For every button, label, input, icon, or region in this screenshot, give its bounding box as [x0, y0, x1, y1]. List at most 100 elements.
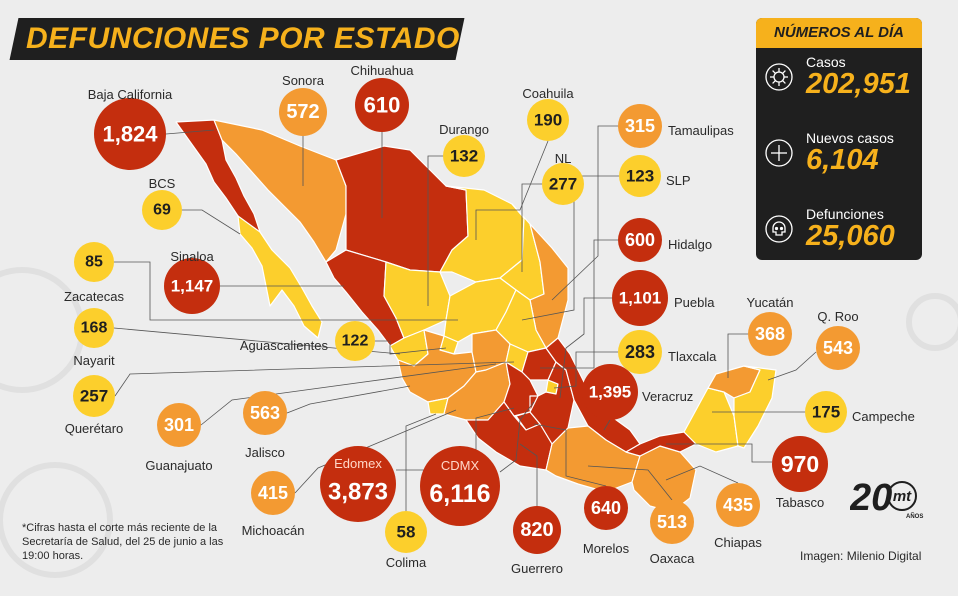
state-name-morelos: Morelos — [583, 541, 630, 556]
leader-durango — [427, 155, 444, 306]
bubble-group-campeche: 175 Campeche — [805, 391, 915, 433]
value-label-bcs: 69 — [153, 202, 171, 219]
state-name-jalisco: Jalisco — [245, 445, 285, 460]
bubble-michoacan — [251, 471, 295, 515]
bubble-colima — [385, 511, 427, 553]
state-name-coahuila: Coahuila — [522, 86, 574, 101]
state-name-oaxaca: Oaxaca — [650, 551, 696, 566]
value-label-chihuahua: 610 — [364, 93, 401, 118]
value-label-queretaro: 257 — [80, 387, 108, 406]
bubble-group-cdmx: 6,116 CDMX — [420, 446, 500, 526]
bubble-group-nl: 277 NL — [542, 151, 584, 205]
bubble-yucatan — [748, 312, 792, 356]
value-label-guerrero: 820 — [520, 519, 553, 541]
leader-cdmx — [499, 401, 535, 473]
value-label-chiapas: 435 — [723, 495, 753, 515]
state-name-tabasco: Tabasco — [776, 495, 824, 510]
bubble-group-baja-california: 1,824 Baja California — [88, 87, 173, 170]
leader-hidalgo — [540, 239, 618, 369]
bubble-puebla — [612, 270, 668, 326]
leader-q-roo — [767, 351, 817, 381]
state-name-cdmx: CDMX — [441, 458, 480, 473]
leader-nl — [521, 183, 542, 272]
bubble-group-coahuila: 190 Coahuila — [522, 86, 574, 141]
bubble-campeche — [805, 391, 847, 433]
state-name-michoacan: Michoacán — [242, 523, 305, 538]
leader-michoacan — [294, 409, 457, 494]
bubble-group-tabasco: 970 Tabasco — [772, 436, 828, 510]
bubble-group-queretaro: 257 Querétaro — [65, 375, 123, 436]
state-name-q-roo: Q. Roo — [817, 309, 858, 324]
summary-panel — [756, 18, 922, 260]
map-state-bcs — [237, 215, 323, 339]
leader-bcs — [182, 209, 241, 235]
bubble-group-bcs: 69 BCS — [142, 176, 182, 230]
value-label-jalisco: 563 — [250, 403, 280, 423]
bubble-jalisco — [243, 391, 287, 435]
bubble-group-oaxaca: 513 Oaxaca — [650, 500, 696, 566]
bubble-group-durango: 132 Durango — [439, 122, 489, 177]
stat-value-nuevos: 6,104 — [806, 144, 879, 176]
state-name-guerrero: Guerrero — [511, 561, 563, 576]
image-credit: Imagen: Milenio Digital — [800, 549, 922, 563]
stat-label-nuevos: Nuevos casos — [806, 130, 894, 146]
value-label-aguascalientes: 122 — [342, 333, 369, 350]
state-name-campeche: Campeche — [852, 409, 915, 424]
value-label-q-roo: 543 — [823, 338, 853, 358]
plus-icon — [765, 139, 793, 167]
state-name-puebla: Puebla — [674, 295, 715, 310]
bubble-chiapas — [716, 483, 760, 527]
leader-colima — [405, 413, 437, 511]
bubble-sonora — [279, 88, 327, 136]
bubble-guerrero — [513, 506, 561, 554]
bubble-morelos — [584, 486, 628, 530]
bubble-group-puebla: 1,101 Puebla — [612, 270, 715, 326]
value-label-tabasco: 970 — [781, 451, 819, 477]
bubble-tamaulipas — [618, 104, 662, 148]
chart-title: DEFUNCIONES POR ESTADO — [26, 22, 460, 55]
leader-tamaulipas — [551, 125, 618, 301]
map-state-sonora — [213, 119, 347, 263]
state-name-slp: SLP — [666, 173, 691, 188]
value-label-guanajuato: 301 — [164, 415, 194, 435]
bubble-nl — [542, 163, 584, 205]
virus-decoration — [906, 293, 958, 351]
leader-oaxaca — [587, 465, 673, 501]
bubble-group-chiapas: 435 Chiapas — [714, 483, 762, 550]
bubble-zacatecas — [74, 242, 114, 282]
bubble-tlaxcala — [618, 330, 662, 374]
milenio-20-logo: 20 mt AÑOS — [850, 477, 923, 520]
leader-queretaro — [114, 361, 515, 397]
logo-sub: AÑOS — [906, 513, 923, 520]
value-label-sonora: 572 — [286, 101, 319, 123]
leader-guerrero — [519, 443, 538, 506]
value-label-sinaloa: 1,147 — [171, 277, 214, 296]
stat-value-defunciones: 25,060 — [806, 220, 895, 252]
value-label-nl: 277 — [549, 175, 577, 194]
bubble-group-guerrero: 820 Guerrero — [511, 506, 563, 576]
state-name-veracruz: Veracruz — [642, 389, 693, 404]
bubble-group-morelos: 640 Morelos — [583, 486, 630, 556]
bubble-group-slp: 123 SLP — [619, 155, 691, 197]
bubble-group-hidalgo: 600 Hidalgo — [618, 218, 712, 262]
bubble-nayarit — [74, 308, 114, 348]
value-label-zacatecas: 85 — [85, 254, 103, 271]
state-name-chiapas: Chiapas — [714, 535, 762, 550]
bubble-slp — [619, 155, 661, 197]
leader-coahuila — [475, 140, 549, 240]
bubble-group-veracruz: 1,395 Veracruz — [582, 364, 693, 420]
state-name-sonora: Sonora — [282, 73, 325, 88]
leader-zacatecas — [114, 261, 458, 321]
bubble-chihuahua — [355, 78, 409, 132]
leader-morelos — [533, 423, 607, 487]
value-label-yucatan: 368 — [755, 324, 785, 344]
bubble-durango — [443, 135, 485, 177]
bubble-group-aguascalientes: 122 Aguascalientes — [240, 321, 375, 361]
bubble-group-chihuahua: 610 Chihuahua — [351, 63, 414, 132]
leader-veracruz — [603, 419, 611, 431]
value-label-oaxaca: 513 — [657, 512, 687, 532]
state-name-aguascalientes: Aguascalientes — [240, 338, 329, 353]
leader-tabasco — [666, 443, 772, 463]
leader-baja-california — [165, 129, 215, 135]
